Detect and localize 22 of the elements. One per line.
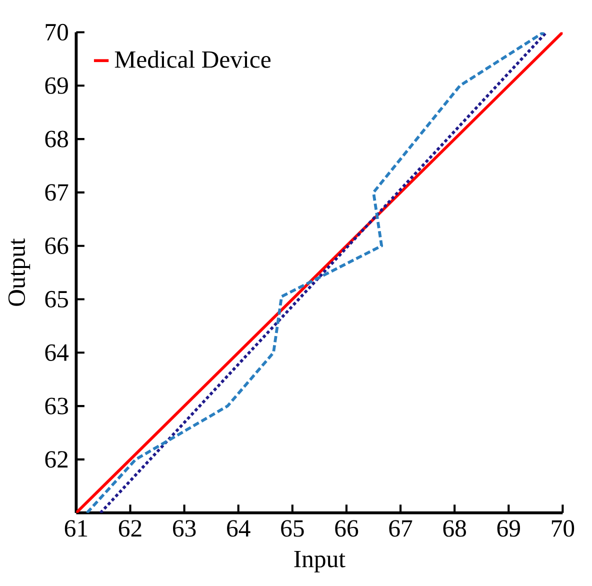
x-tick-label: 70: [552, 520, 574, 537]
x-tick-label: 62: [118, 520, 142, 537]
y-tick-label: 63: [45, 398, 68, 414]
x-axis-title: Input: [294, 550, 346, 572]
x-tick-label: 66: [335, 520, 358, 537]
y-tick-label: 68: [45, 130, 68, 148]
y-tick-label: 65: [45, 290, 68, 308]
y-axis-title: Output: [8, 238, 30, 306]
legend-label: Medical Device: [114, 50, 270, 68]
x-tick-label: 61: [64, 520, 88, 537]
x-tick-label: 63: [173, 520, 196, 537]
y-tick-label: 69: [45, 77, 68, 94]
y-tick-label: 62: [45, 451, 68, 468]
y-tick-label: 64: [45, 344, 69, 361]
x-tick-label: 68: [443, 520, 466, 537]
x-tick-label: 67: [389, 520, 412, 537]
y-tick-label: 66: [45, 237, 68, 254]
y-tick-label: 70: [46, 24, 68, 40]
y-tick-label: 67: [45, 184, 68, 201]
x-tick-label: 64: [227, 520, 250, 537]
x-tick-label: 65: [281, 520, 304, 537]
x-tick-label: 69: [497, 520, 520, 537]
